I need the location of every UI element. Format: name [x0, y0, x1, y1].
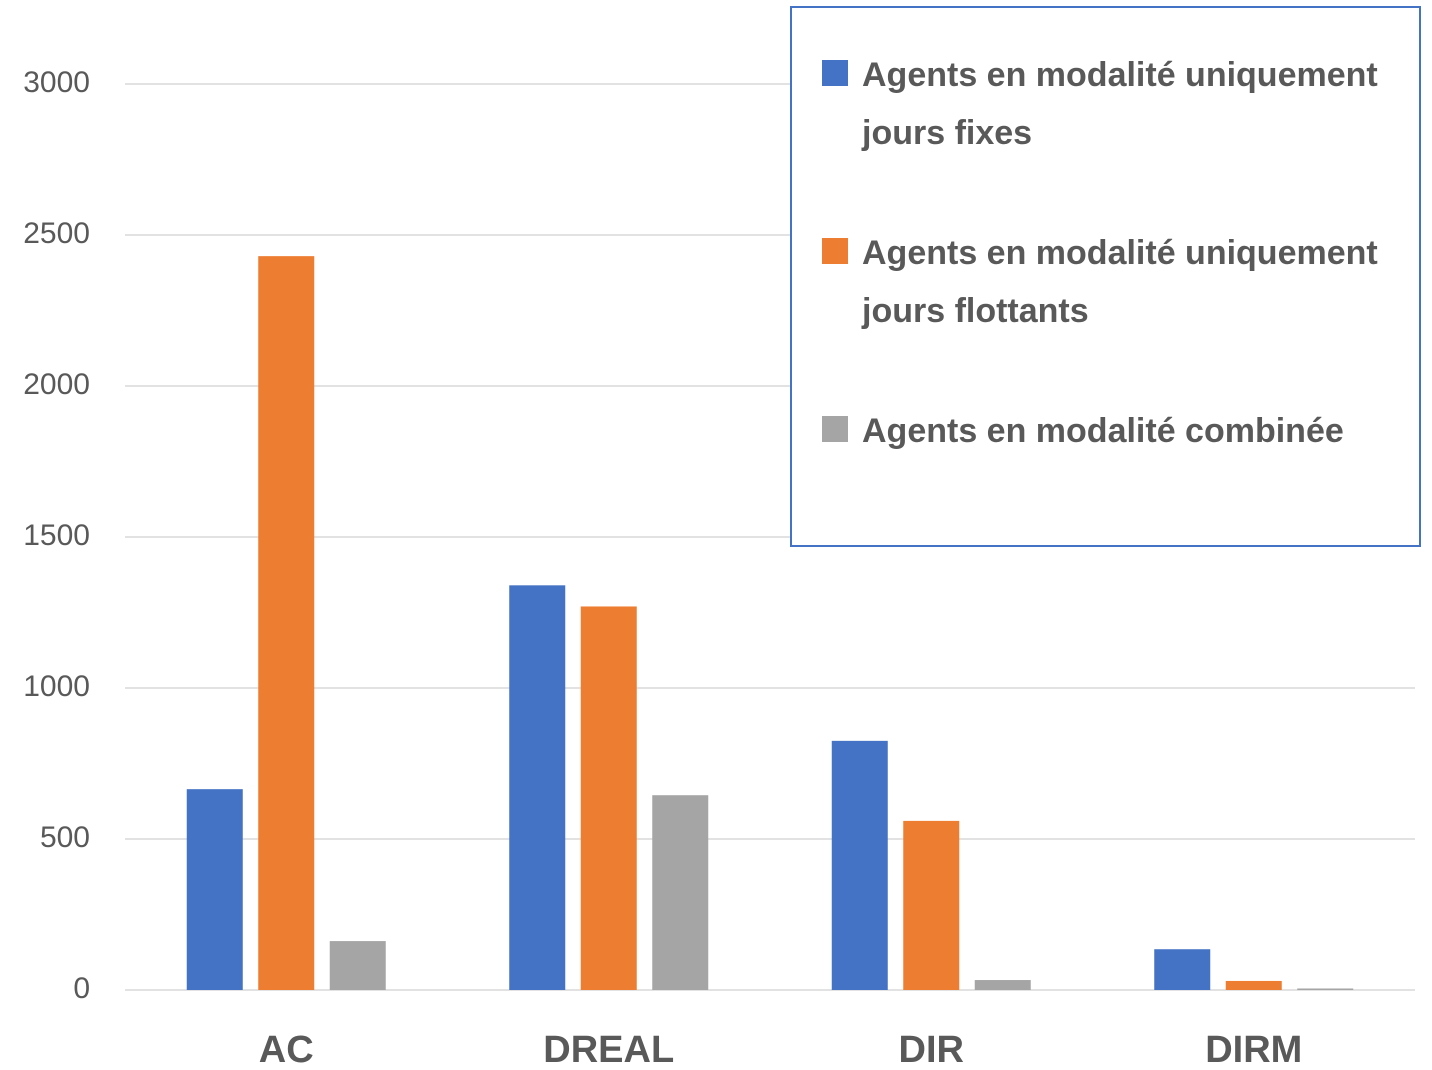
legend-entry: Agents en modalité combinée	[822, 402, 1419, 460]
legend: Agents en modalité uniquement jours fixe…	[790, 6, 1421, 547]
y-tick-label: 3000	[23, 66, 90, 99]
legend-label: Agents en modalité uniquement jours flot…	[862, 234, 1378, 330]
bar	[329, 941, 386, 990]
y-tick-label: 500	[40, 821, 90, 854]
bar	[652, 795, 709, 990]
bar	[580, 606, 637, 990]
x-tick-label: DIRM	[1205, 1029, 1302, 1070]
bar	[1154, 949, 1211, 990]
bar	[258, 256, 315, 990]
y-tick-label: 2500	[23, 217, 90, 250]
y-tick-label: 2000	[23, 368, 90, 401]
bar	[831, 740, 888, 990]
bar	[1225, 980, 1282, 990]
x-tick-label: AC	[259, 1029, 314, 1070]
bar	[509, 585, 566, 990]
bar	[186, 789, 243, 990]
legend-entry: Agents en modalité uniquement jours fixe…	[822, 46, 1419, 162]
x-tick-label: DREAL	[543, 1029, 674, 1070]
bar	[974, 980, 1031, 990]
legend-label: Agents en modalité combinée	[862, 412, 1344, 450]
y-tick-label: 0	[73, 972, 90, 1005]
bar	[903, 820, 960, 990]
y-tick-label: 1000	[23, 670, 90, 703]
legend-swatch	[822, 416, 848, 442]
legend-swatch	[822, 60, 848, 86]
legend-entry: Agents en modalité uniquement jours flot…	[822, 224, 1419, 340]
y-tick-label: 1500	[23, 519, 90, 552]
x-tick-label: DIR	[899, 1029, 964, 1070]
legend-swatch	[822, 238, 848, 264]
legend-label: Agents en modalité uniquement jours fixe…	[862, 56, 1378, 152]
bar	[1297, 988, 1354, 990]
